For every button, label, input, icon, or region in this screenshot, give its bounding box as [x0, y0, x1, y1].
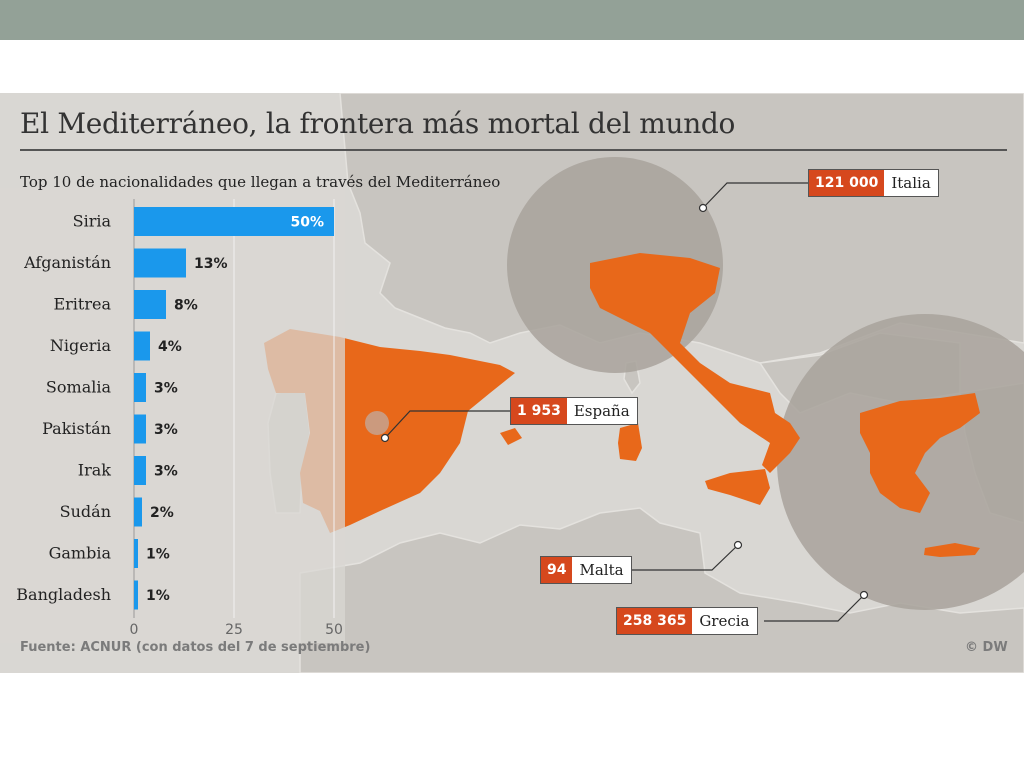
category-label: Siria — [73, 212, 112, 231]
callout-espana-number: 1 953 — [511, 398, 567, 424]
bar — [134, 290, 166, 319]
category-label: Somalia — [46, 378, 112, 397]
callout-grecia: 258 365 Grecia — [616, 607, 758, 635]
infographic-panel: El Mediterráneo, la frontera más mortal … — [0, 93, 1024, 673]
category-label: Sudán — [60, 502, 111, 521]
callout-malta-country: Malta — [572, 557, 631, 583]
x-tick-label: 50 — [325, 622, 343, 638]
category-label: Nigeria — [50, 336, 112, 355]
bar — [134, 456, 146, 485]
callout-italia-number: 121 000 — [809, 170, 885, 196]
credit-note: © DW — [965, 640, 1008, 655]
callout-grecia-country: Grecia — [692, 608, 757, 634]
title-divider — [20, 149, 1007, 151]
category-label: Eritrea — [53, 295, 111, 314]
source-note: Fuente: ACNUR (con datos del 7 de septie… — [20, 640, 371, 655]
value-label: 1% — [146, 588, 170, 604]
bar — [134, 207, 334, 236]
callout-malta-number: 94 — [541, 557, 573, 583]
italy-shape — [590, 253, 800, 473]
callout-espana: 1 953 España — [510, 397, 638, 425]
bar — [134, 414, 146, 444]
value-label: 3% — [154, 381, 178, 397]
value-label: 3% — [154, 464, 178, 480]
x-tick-label: 25 — [225, 622, 243, 638]
greece-shape — [860, 393, 980, 513]
value-label: 3% — [154, 422, 178, 438]
category-label: Gambia — [49, 544, 112, 563]
x-tick-label: 0 — [130, 622, 139, 638]
bar — [134, 539, 138, 568]
callout-espana-country: España — [566, 398, 637, 424]
value-label: 50% — [290, 215, 324, 231]
callout-grecia-number: 258 365 — [617, 608, 693, 634]
value-label: 8% — [174, 298, 198, 314]
value-label: 13% — [194, 256, 228, 272]
callout-italia-country: Italia — [884, 170, 938, 196]
category-label: Afganistán — [23, 253, 111, 272]
bar — [134, 497, 142, 527]
bar — [134, 331, 150, 361]
callout-italia: 121 000 Italia — [808, 169, 939, 197]
bar — [134, 580, 138, 610]
value-label: 2% — [150, 505, 174, 521]
bar — [134, 248, 186, 278]
bar — [134, 373, 146, 402]
category-label: Pakistán — [42, 419, 111, 438]
value-label: 1% — [146, 547, 170, 563]
nationalities-bar-chart: Siria 50% Afganistán 13% Eritrea 8% Nigeria 4% S… — [16, 199, 343, 638]
value-label: 4% — [158, 339, 182, 355]
top-bar — [0, 0, 1024, 40]
page-title: El Mediterráneo, la frontera más mortal … — [20, 107, 736, 140]
category-label: Bangladesh — [16, 585, 111, 604]
chart-subtitle: Top 10 de nacionalidades que llegan a tr… — [20, 173, 501, 191]
callout-malta: 94 Malta — [540, 556, 632, 584]
category-label: Irak — [78, 461, 112, 480]
